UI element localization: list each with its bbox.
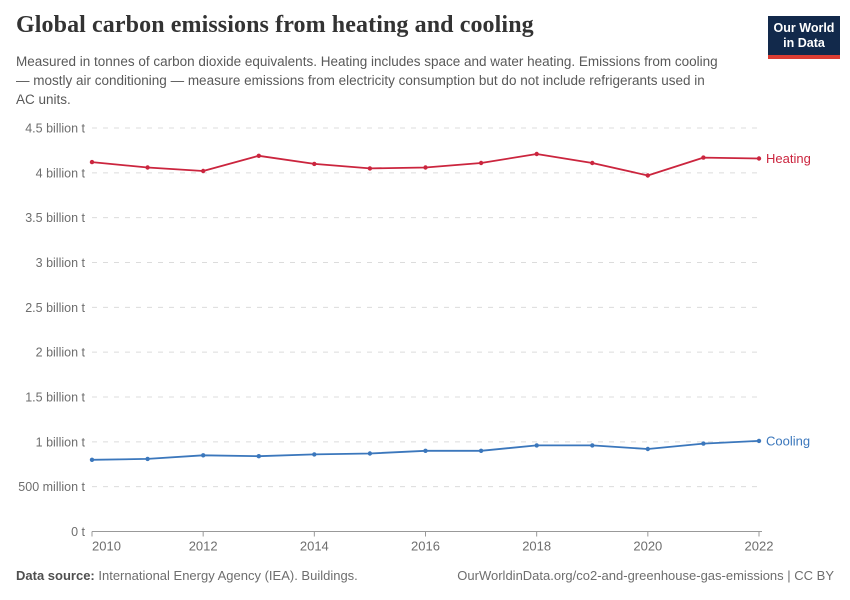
heating-data-point <box>201 168 206 174</box>
x-tick-label: 2018 <box>522 539 551 554</box>
heating-data-point <box>367 166 373 171</box>
x-tick-label: 2010 <box>92 539 121 554</box>
attribution-note: OurWorldinData.org/co2-and-greenhouse-ga… <box>457 568 834 583</box>
owid-logo-line2: in Data <box>783 35 825 50</box>
heating-data-point <box>89 159 95 165</box>
cooling-data-point <box>590 443 595 448</box>
cooling-data-point <box>423 448 428 453</box>
cooling-data-point <box>312 452 317 457</box>
heating-data-point <box>590 160 595 166</box>
y-tick-label: 3 billion t <box>36 256 86 270</box>
heating-data-point <box>534 151 539 157</box>
x-tick-label: 2022 <box>745 539 774 554</box>
y-tick-label: 0 t <box>71 525 85 539</box>
cooling-data-point <box>756 438 762 444</box>
heating-data-point <box>256 153 261 158</box>
chart-subtitle: Measured in tonnes of carbon dioxide equ… <box>16 54 718 108</box>
y-tick-label: 4 billion t <box>36 166 86 180</box>
cooling-data-point <box>645 446 650 452</box>
x-tick-label: 2012 <box>189 539 218 554</box>
heating-data-point <box>645 173 650 178</box>
owid-logo: Our World in Data <box>768 16 840 59</box>
heating-data-point <box>701 155 706 160</box>
series-label-cooling: Cooling <box>766 433 810 448</box>
y-tick-label: 2 billion t <box>36 346 86 360</box>
heating-data-point <box>145 165 150 170</box>
series-label-heating: Heating <box>766 151 811 166</box>
cooling-data-point <box>89 457 95 462</box>
y-tick-label: 2.5 billion t <box>25 301 85 315</box>
x-tick-label: 2020 <box>633 539 662 554</box>
heating-data-point <box>312 161 317 167</box>
cooling-data-point <box>478 448 484 453</box>
owid-logo-line1: Our World <box>773 21 835 35</box>
y-tick-label: 1 billion t <box>36 435 86 449</box>
y-tick-label: 3.5 billion t <box>25 211 85 225</box>
cooling-data-point <box>367 451 373 456</box>
data-source-value: International Energy Agency (IEA). Build… <box>94 568 358 583</box>
cooling-data-point <box>256 454 261 459</box>
x-tick-label: 2014 <box>300 539 329 554</box>
data-source-note: Data source: International Energy Agency… <box>16 568 358 583</box>
heating-line <box>91 153 760 177</box>
page-title: Global carbon emissions from heating and… <box>16 12 534 38</box>
heating-data-point <box>423 165 428 170</box>
cooling-data-point <box>201 453 206 458</box>
cooling-data-point <box>701 441 706 446</box>
heating-data-point <box>478 160 484 166</box>
data-source-label: Data source: <box>16 568 95 583</box>
y-tick-label: 500 million t <box>18 480 85 494</box>
cooling-data-point <box>145 456 150 462</box>
x-tick-label: 2016 <box>411 539 440 554</box>
cooling-data-point <box>534 443 539 448</box>
heating-data-point <box>756 156 762 161</box>
y-tick-label: 1.5 billion t <box>25 391 85 405</box>
y-tick-label: 4.5 billion t <box>25 122 85 136</box>
